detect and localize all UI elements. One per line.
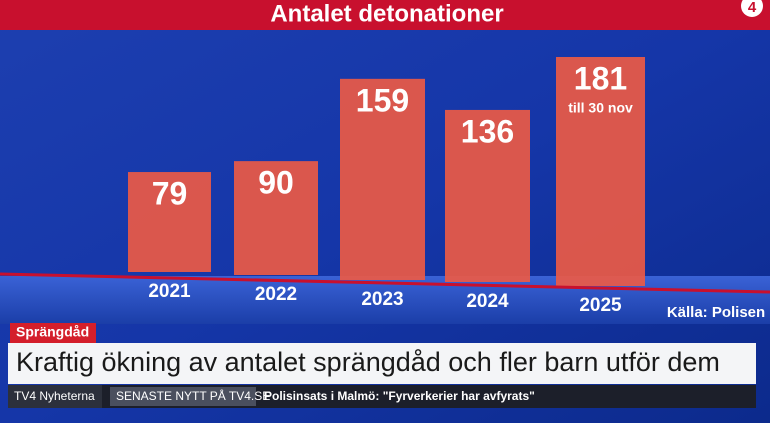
ticker-brand-box <box>8 385 102 408</box>
ticker-item: TV4 Nyheterna <box>14 389 95 403</box>
bar <box>556 57 645 286</box>
ticker-item: SENASTE NYTT PÅ TV4.SE <box>116 388 270 403</box>
baseline <box>0 272 770 294</box>
bar <box>445 109 530 282</box>
headline-box <box>8 343 756 384</box>
title-bar <box>0 0 770 30</box>
bar <box>128 172 211 272</box>
chart-title: Antalet detonationer <box>270 0 503 27</box>
x-tick-label: 2022 <box>255 284 297 305</box>
x-tick-label: 2021 <box>148 281 191 302</box>
annotation: till 30 nov <box>568 100 633 116</box>
headline: Kraftig ökning av antalet sprängdåd och … <box>16 347 720 377</box>
tag: Sprängdåd <box>16 324 89 340</box>
tag-box <box>10 323 96 343</box>
bar <box>234 161 318 275</box>
x-tick-label: 2025 <box>579 295 622 316</box>
value-label: 79 <box>152 176 188 212</box>
bar <box>340 78 425 280</box>
logo: 4 <box>748 0 757 16</box>
ticker-item: Polisinsats i Malmö: "Fyrverkerier har a… <box>264 389 535 403</box>
value-label: 90 <box>258 165 294 201</box>
value-label: 136 <box>461 113 514 149</box>
x-tick-label: 2023 <box>361 289 403 310</box>
source: Källa: Polisen <box>667 304 765 321</box>
ticker-mid-box <box>110 387 256 406</box>
value-label: 159 <box>356 82 409 118</box>
x-tick-label: 2024 <box>466 291 509 312</box>
value-label: 181 <box>574 60 627 96</box>
logo-badge <box>741 0 763 17</box>
